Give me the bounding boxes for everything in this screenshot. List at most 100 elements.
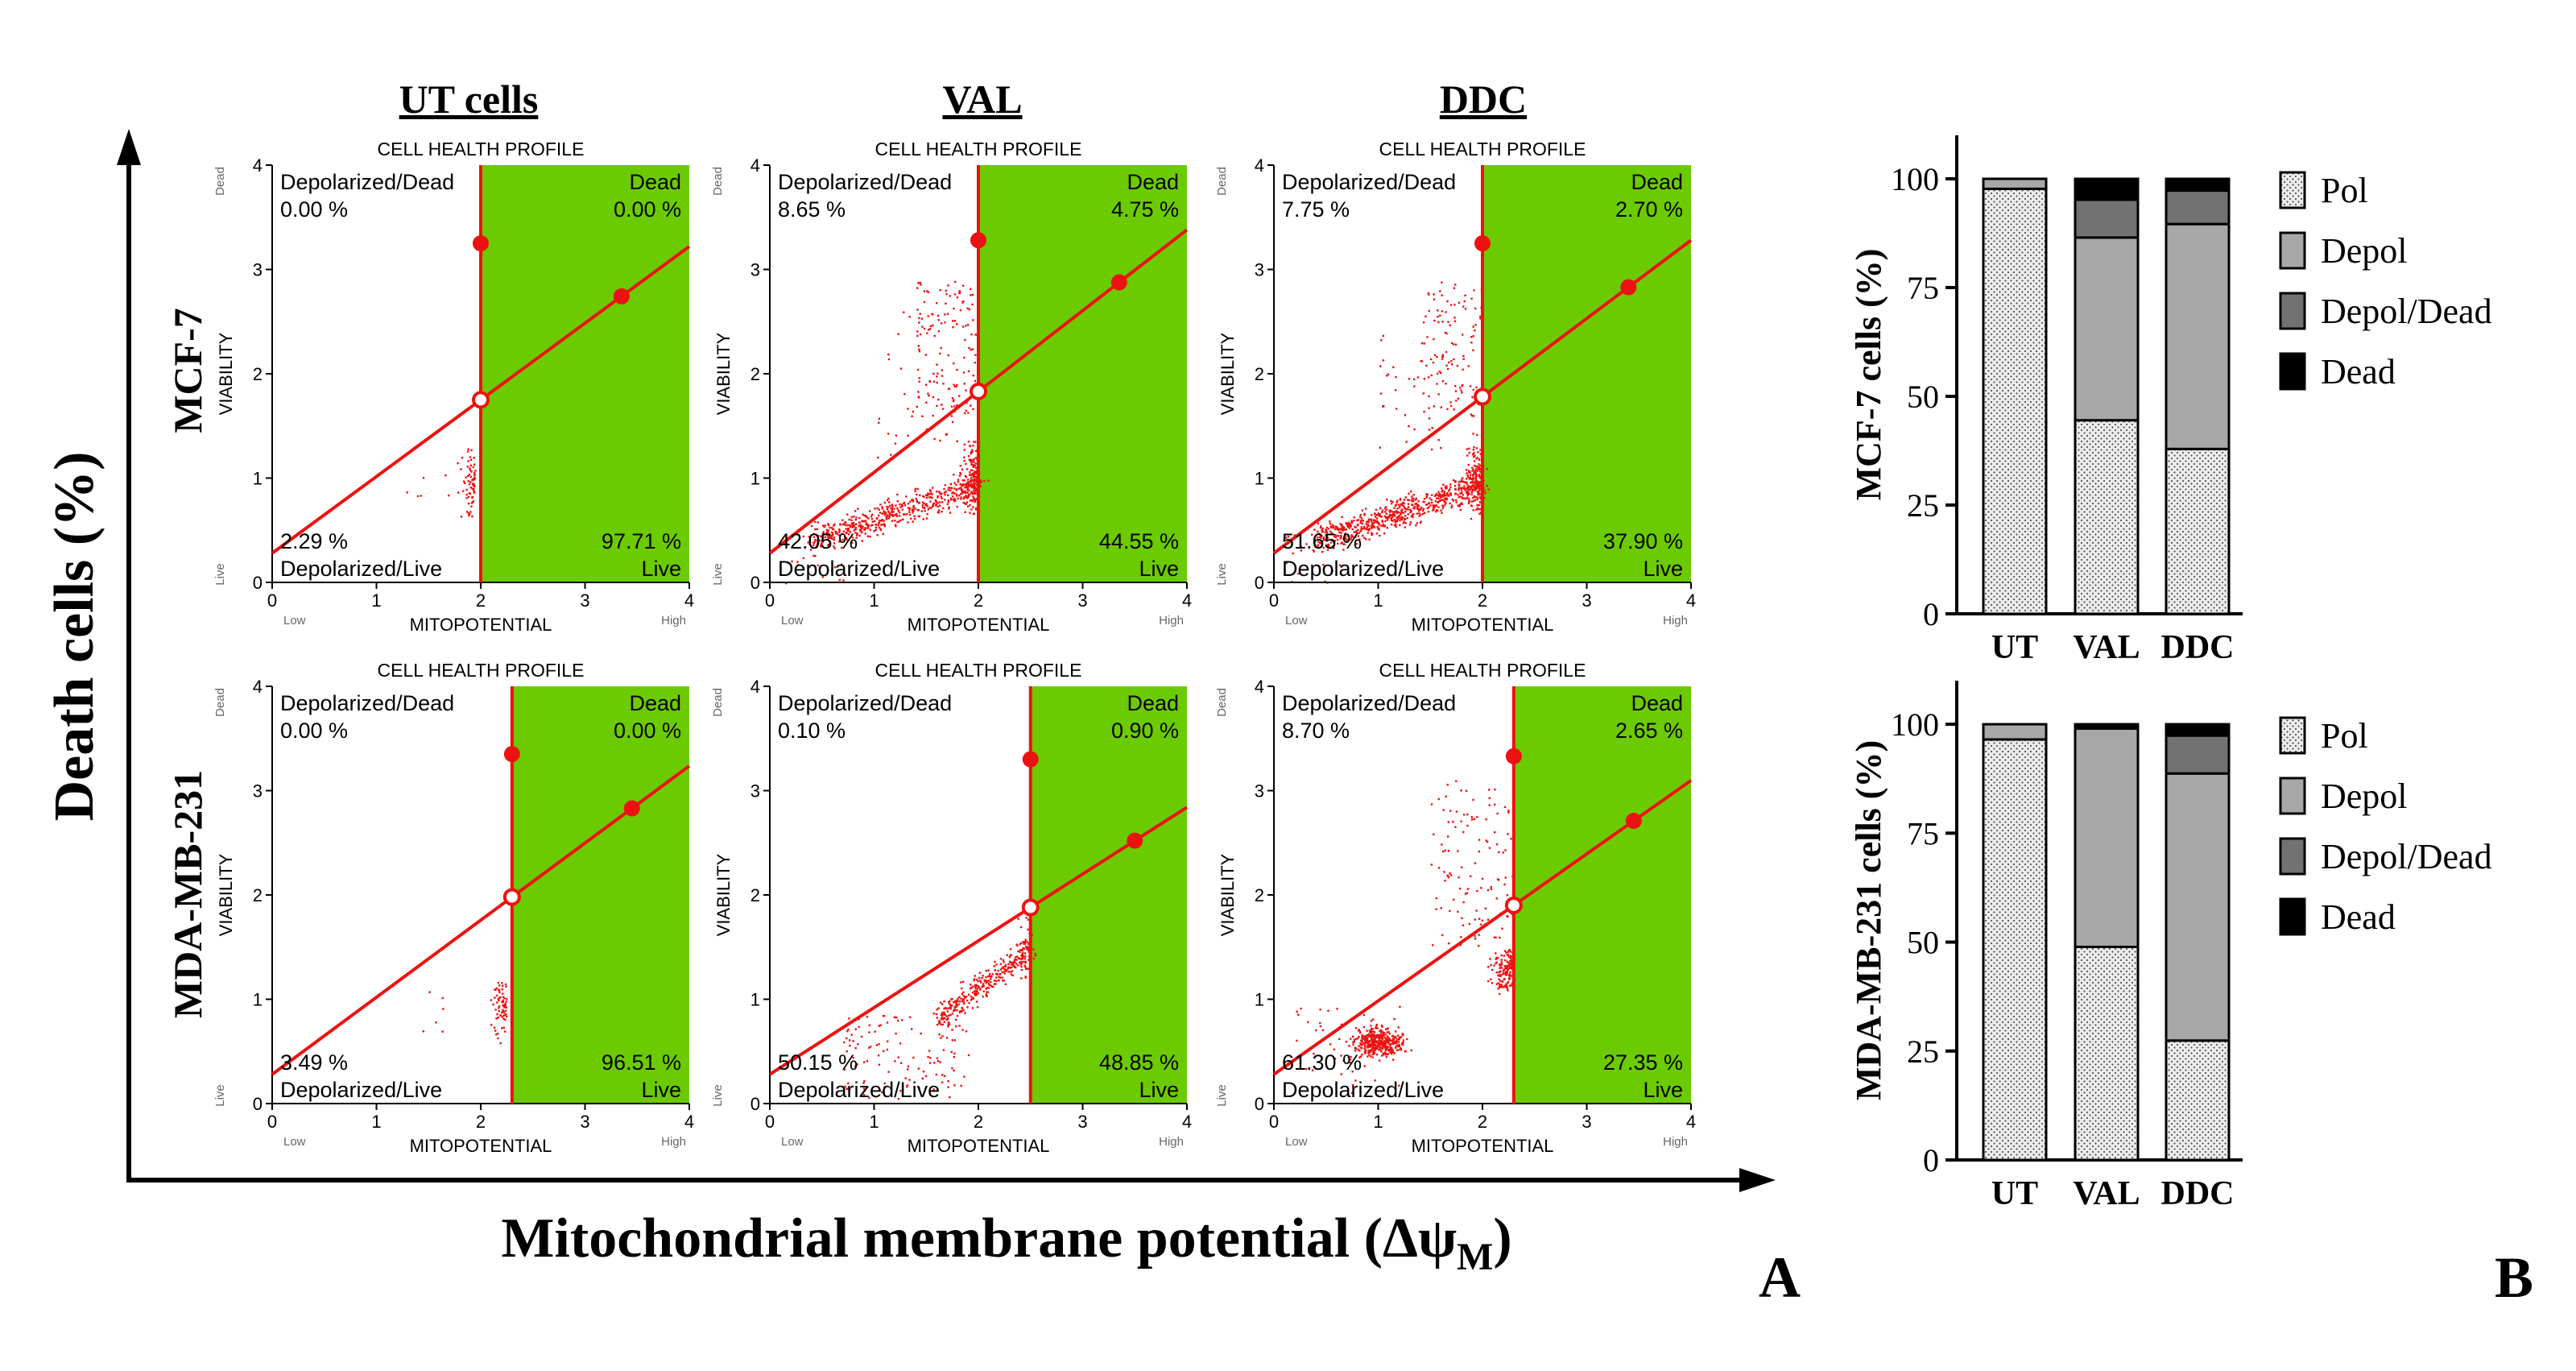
x-arrow-head: [1739, 1168, 1776, 1192]
event-dot: [1445, 487, 1447, 490]
event-dot: [1468, 471, 1470, 474]
event-dot: [974, 362, 976, 364]
event-dot: [1463, 497, 1466, 499]
event-dot: [1385, 1055, 1388, 1058]
event-dot: [1462, 924, 1465, 926]
event-dot: [939, 491, 941, 494]
event-dot: [1466, 448, 1468, 450]
event-dot: [1486, 467, 1488, 470]
event-dot: [855, 516, 858, 519]
event-dot: [1390, 499, 1392, 503]
event-dot: [962, 980, 965, 983]
event-dot: [1362, 535, 1364, 537]
event-dot: [1371, 524, 1373, 528]
event-dot: [841, 546, 843, 549]
event-dot: [1384, 511, 1387, 513]
event-dot: [840, 563, 843, 565]
event-dot: [866, 1016, 869, 1018]
event-dot: [1476, 816, 1478, 818]
event-dot: [1441, 281, 1443, 284]
event-dot: [897, 1056, 899, 1058]
event-dot: [945, 289, 947, 292]
event-dot: [1385, 1028, 1387, 1030]
legend-swatch: [2279, 231, 2306, 270]
event-dot: [1469, 489, 1471, 491]
event-dot: [1019, 949, 1022, 951]
event-dot: [1477, 504, 1480, 507]
event-dot: [848, 533, 850, 536]
event-dot: [947, 1023, 949, 1026]
event-dot: [858, 516, 861, 520]
event-dot: [1472, 474, 1474, 476]
event-dot: [1417, 500, 1420, 503]
event-dot: [1384, 1053, 1387, 1056]
event-dot: [1417, 509, 1420, 512]
event-dot: [812, 536, 816, 538]
event-dot: [963, 356, 965, 359]
event-dot: [1506, 986, 1508, 988]
event-dot: [1474, 454, 1476, 458]
event-dot: [1389, 1047, 1391, 1050]
event-dot: [953, 383, 955, 386]
event-dot: [829, 534, 831, 536]
event-dot: [1337, 542, 1339, 545]
event-dot: [974, 985, 977, 988]
event-dot: [918, 380, 920, 383]
event-dot: [877, 456, 879, 459]
event-dot: [951, 1039, 954, 1042]
event-dot: [949, 1006, 952, 1009]
event-dot: [940, 1013, 943, 1016]
event-dot: [903, 501, 906, 504]
event-dot: [962, 501, 965, 504]
event-dot: [974, 466, 978, 469]
event-dot: [473, 478, 475, 481]
event-dot: [903, 393, 906, 396]
event-dot: [862, 1094, 866, 1096]
event-dot: [895, 515, 899, 517]
event-dot: [964, 487, 966, 489]
event-dot: [1379, 1046, 1382, 1049]
event-dot: [830, 527, 833, 529]
event-dot: [975, 1000, 978, 1003]
event-dot: [1023, 947, 1025, 950]
event-dot: [1420, 508, 1422, 511]
event-dot: [1450, 506, 1453, 509]
event-dot: [1453, 287, 1455, 289]
event-dot: [901, 503, 903, 506]
event-dot: [1460, 487, 1463, 490]
event-dot: [1442, 483, 1445, 486]
event-dot: [932, 324, 934, 327]
event-dot: [830, 534, 833, 537]
event-dot: [903, 513, 906, 516]
event-dot: [1465, 478, 1468, 480]
event-dot: [1386, 498, 1388, 501]
event-dot: [1019, 961, 1022, 963]
event-dot: [1400, 511, 1403, 514]
event-dot: [1372, 1042, 1375, 1045]
event-dot: [923, 502, 925, 505]
event-dot: [814, 555, 817, 557]
event-dot: [1357, 524, 1359, 526]
event-dot: [985, 993, 987, 996]
x-tick-label: 3: [1077, 1112, 1087, 1132]
event-dot: [1450, 360, 1453, 362]
event-dot: [812, 532, 816, 536]
event-dot: [941, 404, 943, 406]
event-dot: [1445, 383, 1447, 385]
event-dot: [492, 1003, 494, 1006]
event-dot: [1413, 506, 1416, 508]
event-dot: [416, 495, 420, 498]
event-dot: [832, 533, 834, 536]
event-dot: [1463, 481, 1466, 483]
event-dot: [1400, 1047, 1402, 1050]
event-dot: [940, 495, 942, 498]
event-dot: [473, 457, 475, 459]
x-tick-label: 0: [1269, 590, 1279, 611]
event-dot: [1462, 383, 1464, 387]
event-dot: [879, 512, 882, 514]
event-dot: [1458, 487, 1460, 489]
event-dot: [957, 478, 960, 481]
event-dot: [833, 542, 836, 545]
event-dot: [1458, 483, 1461, 486]
